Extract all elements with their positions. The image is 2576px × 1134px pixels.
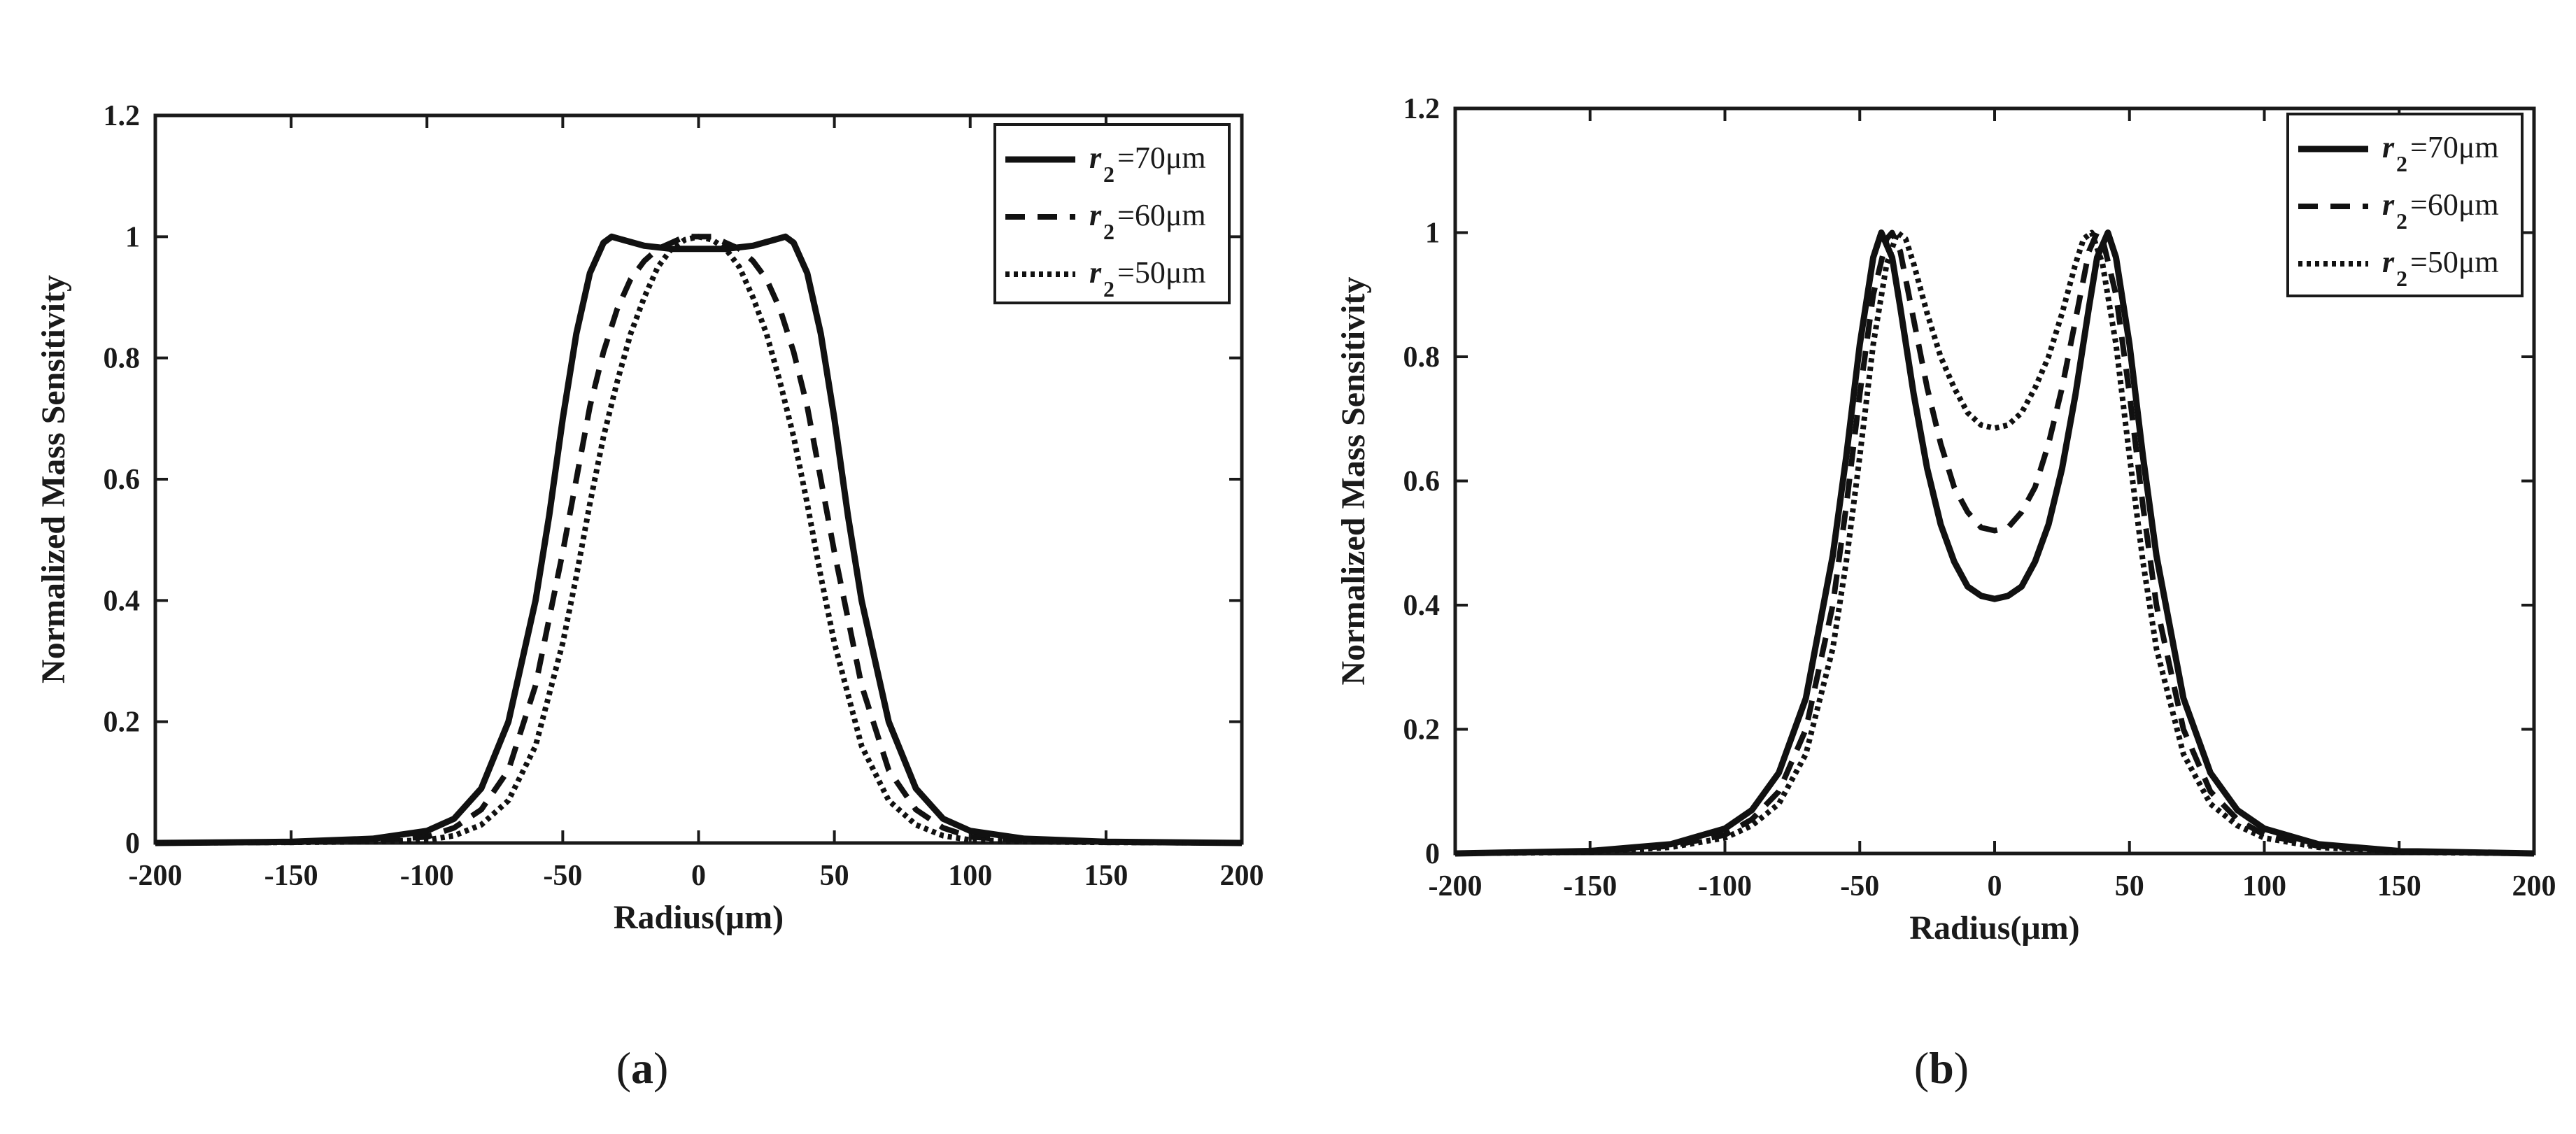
series-line-dashed — [155, 234, 1243, 846]
chart-panel-a: -200 -150 -100 -50 0 50 100 150 200 0 0.2 0.4 0.6 0.8… — [35, 100, 1264, 1093]
legend-box — [993, 123, 1231, 304]
legend-label: =70μm — [1117, 141, 1206, 175]
panel-caption: (a) — [616, 1043, 669, 1093]
y-tick-label: 0.4 — [104, 585, 141, 617]
y-tick-label: 0.6 — [104, 464, 141, 496]
y-tick-label: 1.2 — [1403, 93, 1441, 125]
y-axis-title: Normalized Mass Sensitivity — [1335, 277, 1372, 686]
x-axis-title: Radius(μm) — [1909, 909, 2079, 947]
series-line-solid — [155, 233, 1243, 846]
x-tick-label: -100 — [1698, 870, 1752, 902]
series-line-dashed — [1455, 229, 2535, 856]
x-tick-label: -50 — [1840, 870, 1879, 902]
y-tick-label: 1 — [125, 221, 140, 253]
legend-symbol: r — [2382, 130, 2395, 164]
x-tick-label: 0 — [1988, 870, 2002, 902]
x-tick-label: -100 — [400, 860, 454, 892]
x-tick-label: -200 — [129, 860, 183, 892]
legend-subscript: 2 — [2396, 266, 2407, 291]
y-tick-label: 0.2 — [1403, 714, 1441, 746]
y-tick-label: 0.6 — [1403, 466, 1441, 498]
x-axis-title: Radius(μm) — [614, 899, 784, 936]
legend-label: =50μm — [2410, 245, 2499, 279]
x-tick-label: 100 — [2242, 870, 2286, 902]
series-line-dotted — [155, 234, 1243, 846]
y-tick-label: 0 — [125, 828, 140, 860]
x-tick-label: 100 — [948, 860, 992, 892]
y-axis-title: Normalized Mass Sensitivity — [35, 275, 72, 683]
series-line-solid — [1455, 229, 2535, 857]
legend-symbol: r — [1089, 141, 1102, 175]
x-tick-label: -200 — [1429, 870, 1482, 902]
legend-subscript: 2 — [1103, 162, 1114, 187]
y-tick-label: 0.2 — [104, 707, 141, 739]
legend-label: =70μm — [2410, 130, 2499, 164]
panel-letter: b — [1929, 1043, 1954, 1093]
y-tick-label: 0.8 — [1403, 341, 1441, 374]
legend-subscript: 2 — [1103, 219, 1114, 244]
x-tick-label: 50 — [2115, 870, 2144, 902]
legend-label: =60μm — [2410, 187, 2499, 222]
series-line-dotted — [1455, 229, 2535, 856]
legend-subscript: 2 — [2396, 151, 2407, 176]
x-tick-label: 0 — [691, 860, 706, 892]
x-tick-label: 150 — [2377, 870, 2421, 902]
y-tick-label: 1.2 — [104, 100, 141, 132]
legend-symbol: r — [1089, 255, 1102, 290]
x-tick-label: 50 — [820, 860, 849, 892]
panel-letter: a — [631, 1043, 653, 1093]
x-tick-label: -50 — [543, 860, 582, 892]
y-tick-label: 1 — [1425, 218, 1440, 250]
x-tick-label: -150 — [1563, 870, 1617, 902]
legend-symbol: r — [1089, 198, 1102, 232]
legend-symbol: r — [2382, 187, 2395, 222]
legend-symbol: r — [2382, 245, 2395, 279]
y-tick-label: 0 — [1425, 838, 1440, 870]
x-tick-label: 200 — [1220, 860, 1264, 892]
x-tick-label: -150 — [264, 860, 318, 892]
y-tick-label: 0.8 — [104, 343, 141, 375]
y-tick-label: 0.4 — [1403, 590, 1441, 622]
chart-panel-b: -200 -150 -100 -50 0 50 100 150 200 0 0.2 0.4 0.6 0.8… — [1335, 93, 2556, 1093]
legend-label: =50μm — [1117, 255, 1206, 290]
x-tick-label: 150 — [1084, 860, 1128, 892]
x-tick-label: 200 — [2512, 870, 2556, 902]
legend-label: =60μm — [1117, 198, 1206, 232]
legend-subscript: 2 — [1103, 276, 1114, 302]
panel-caption: (b) — [1914, 1043, 1969, 1093]
legend-subscript: 2 — [2396, 208, 2407, 234]
